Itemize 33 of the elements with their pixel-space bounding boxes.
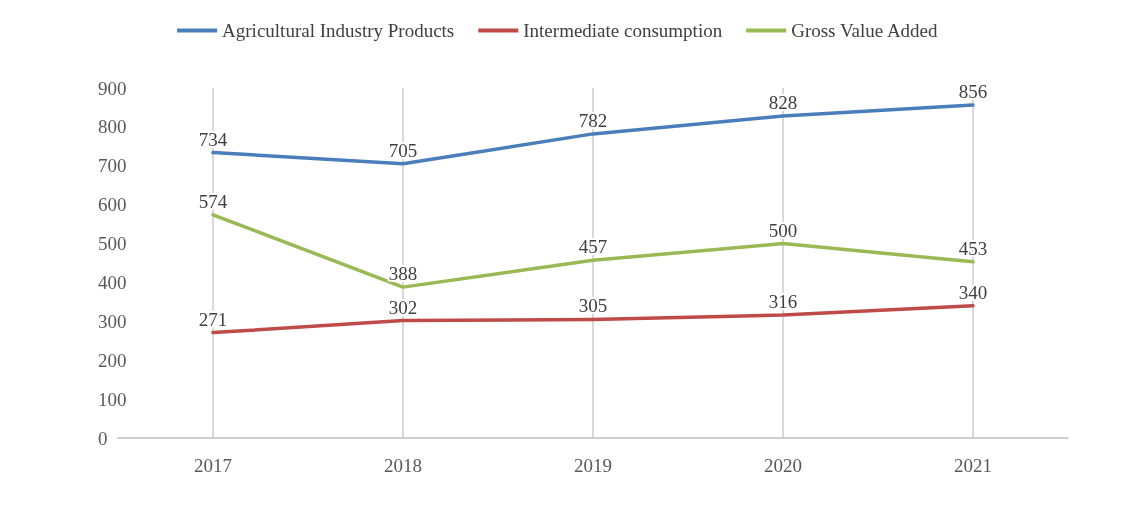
y-tick-label: 500 — [98, 233, 127, 255]
data-label: 302 — [388, 296, 418, 318]
y-tick-label: 200 — [98, 349, 127, 371]
y-tick-label: 700 — [98, 155, 127, 177]
data-label: 316 — [768, 291, 798, 313]
legend-label: Intermediate consumption — [523, 20, 723, 41]
data-label: 705 — [388, 139, 418, 161]
y-tick-label: 400 — [98, 271, 127, 293]
x-tick-label: 2017 — [194, 455, 232, 476]
data-label: 828 — [768, 92, 798, 113]
data-label: 782 — [578, 109, 608, 131]
data-label: 305 — [578, 295, 608, 317]
y-tick-label: 300 — [98, 310, 127, 332]
y-tick-label: 800 — [98, 116, 127, 138]
x-tick-label: 2018 — [384, 455, 422, 476]
y-tick-label: 100 — [98, 388, 127, 410]
data-label: 457 — [578, 236, 608, 258]
data-label: 388 — [388, 263, 418, 285]
x-tick-label: 2021 — [954, 455, 992, 476]
data-label: 574 — [198, 190, 228, 212]
legend-label: Agricultural Industry Products — [222, 20, 455, 41]
x-tick-label: 2019 — [574, 455, 612, 476]
data-label: 340 — [958, 281, 988, 303]
data-label: 500 — [768, 219, 798, 241]
data-label: 453 — [958, 237, 988, 259]
y-tick-label: 900 — [98, 77, 127, 99]
data-label: 734 — [198, 128, 228, 150]
y-tick-label: 0 — [98, 427, 108, 449]
data-label: 856 — [958, 81, 988, 103]
data-label: 271 — [198, 308, 228, 330]
legend-label: Gross Value Added — [791, 20, 939, 41]
x-tick-label: 2020 — [764, 455, 802, 476]
y-tick-label: 600 — [98, 194, 127, 216]
